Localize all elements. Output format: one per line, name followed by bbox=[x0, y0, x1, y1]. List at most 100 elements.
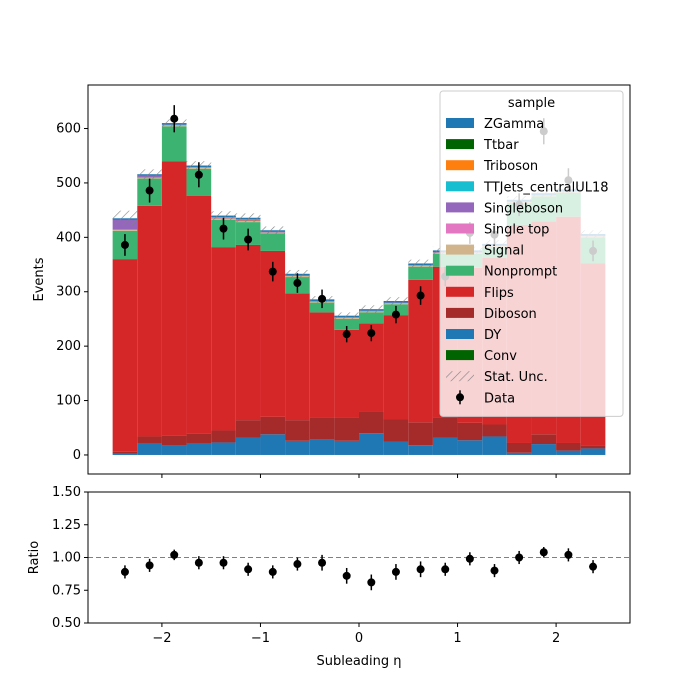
bar-nonprompt-6 bbox=[260, 233, 286, 251]
legend-box bbox=[439, 90, 624, 417]
legend-label-data: Data bbox=[484, 391, 515, 406]
stat-unc-band-6 bbox=[260, 226, 286, 235]
bar-diboson-10 bbox=[359, 411, 384, 434]
stat-unc-band-5 bbox=[235, 213, 261, 223]
ratio-ytick-label-0: 0.50 bbox=[52, 616, 81, 631]
ratio-xtick-label-0: −2 bbox=[152, 631, 171, 646]
ratio-point-0 bbox=[120, 567, 129, 576]
legend: sample ZGamma Ttbar Triboson TTJets_centralU… bbox=[439, 90, 624, 417]
legend-swatch-single-top bbox=[446, 223, 474, 234]
bar-diboson-4 bbox=[211, 430, 236, 443]
ratio-point-8 bbox=[318, 558, 327, 567]
bar-diboson-18 bbox=[556, 442, 581, 451]
legend-swatch-singleboson bbox=[446, 202, 474, 213]
bar-signal-0 bbox=[112, 229, 138, 231]
legend-label-ttbar: Ttbar bbox=[483, 138, 519, 153]
ratio-point-15 bbox=[490, 566, 499, 575]
bar-diboson-15 bbox=[482, 424, 507, 437]
ratio-point-10 bbox=[367, 578, 376, 587]
ratio-ylabel: Ratio bbox=[27, 541, 42, 574]
main-ytick-label-3: 300 bbox=[56, 285, 81, 300]
bar-flips-2 bbox=[161, 161, 187, 436]
bar-flips-0 bbox=[112, 259, 138, 452]
bar-dy-15 bbox=[482, 436, 507, 455]
data-point-2 bbox=[170, 114, 179, 123]
legend-label-flips: Flips bbox=[484, 286, 514, 301]
legend-label-dy: DY bbox=[484, 328, 501, 343]
bar-dy-2 bbox=[161, 445, 187, 455]
ratio-ytick-label-1: 0.75 bbox=[52, 583, 81, 598]
ratio-point-1 bbox=[145, 561, 154, 570]
legend-label-triboson: Triboson bbox=[483, 159, 538, 174]
bar-dy-18 bbox=[556, 450, 581, 455]
ratio-point-16 bbox=[515, 553, 524, 562]
bar-diboson-19 bbox=[580, 445, 606, 449]
data-point-7 bbox=[293, 279, 302, 288]
bar-dy-19 bbox=[580, 448, 606, 455]
stat-unc-band-4 bbox=[211, 211, 236, 220]
bar-dy-4 bbox=[211, 442, 236, 455]
ratio-point-2 bbox=[170, 550, 179, 559]
data-point-0 bbox=[120, 240, 129, 249]
ratio-point-5 bbox=[244, 565, 253, 574]
data-point-11 bbox=[391, 310, 400, 319]
bar-diboson-9 bbox=[334, 417, 359, 441]
legend-swatch-ttjets-centralul18 bbox=[446, 181, 474, 192]
data-point-1 bbox=[145, 186, 154, 195]
main-ylabel: Events bbox=[32, 257, 47, 301]
stat-unc-band-11 bbox=[383, 297, 409, 305]
legend-marker-data bbox=[456, 393, 464, 402]
main-ytick-label-0: 0 bbox=[73, 448, 81, 463]
bar-flips-7 bbox=[285, 293, 310, 421]
legend-swatch-conv bbox=[446, 350, 474, 361]
legend-label-nonprompt: Nonprompt bbox=[484, 265, 557, 280]
bar-flips-3 bbox=[186, 195, 212, 434]
bar-dy-14 bbox=[457, 440, 483, 455]
bar-diboson-6 bbox=[260, 416, 286, 435]
main-ytick-label-1: 100 bbox=[56, 394, 81, 409]
bar-dy-9 bbox=[334, 440, 359, 455]
ratio-point-11 bbox=[391, 567, 400, 576]
stat-unc-band-0 bbox=[112, 210, 138, 226]
data-point-4 bbox=[219, 224, 228, 233]
ratio-point-18 bbox=[564, 550, 573, 559]
legend-swatch-diboson bbox=[446, 307, 474, 318]
legend-swatch-ttbar bbox=[446, 139, 474, 150]
bar-dy-0 bbox=[112, 453, 138, 455]
legend-label-diboson: Diboson bbox=[484, 307, 537, 322]
legend-title: sample bbox=[508, 96, 555, 111]
bar-flips-1 bbox=[137, 205, 162, 437]
bar-dy-8 bbox=[309, 439, 335, 455]
bar-diboson-8 bbox=[309, 417, 335, 440]
main-ytick-label-4: 400 bbox=[56, 230, 81, 245]
bar-dy-7 bbox=[285, 440, 310, 455]
bar-diboson-16 bbox=[506, 442, 532, 453]
legend-swatch-nonprompt bbox=[446, 265, 474, 276]
data-point-6 bbox=[268, 267, 277, 276]
bar-dy-5 bbox=[235, 437, 261, 455]
bar-diboson-13 bbox=[432, 417, 458, 438]
ratio-xtick-label-4: 2 bbox=[552, 631, 560, 646]
bar-dy-1 bbox=[137, 442, 162, 455]
bar-dy-17 bbox=[531, 444, 557, 455]
bar-flips-11 bbox=[383, 315, 409, 420]
legend-label-signal: Signal bbox=[484, 244, 524, 259]
data-point-8 bbox=[318, 294, 327, 303]
legend-label-singleboson: Singleboson bbox=[484, 201, 563, 216]
bar-diboson-1 bbox=[137, 436, 162, 443]
stat-unc-band-1 bbox=[137, 169, 162, 180]
data-point-12 bbox=[416, 291, 425, 300]
bar-diboson-5 bbox=[235, 420, 261, 438]
stat-unc-band-12 bbox=[408, 259, 433, 268]
legend-swatch-triboson bbox=[446, 160, 474, 171]
bar-dy-6 bbox=[260, 434, 286, 455]
legend-label-stat-unc-: Stat. Unc. bbox=[484, 370, 548, 385]
bar-diboson-2 bbox=[161, 435, 187, 446]
legend-swatch-dy bbox=[446, 329, 474, 339]
ratio-point-7 bbox=[293, 560, 302, 569]
legend-swatch-stat-unc- bbox=[446, 371, 474, 382]
bar-dy-10 bbox=[359, 433, 384, 455]
ratio-xtick-label-2: 0 bbox=[355, 631, 363, 646]
bar-diboson-14 bbox=[457, 422, 483, 441]
